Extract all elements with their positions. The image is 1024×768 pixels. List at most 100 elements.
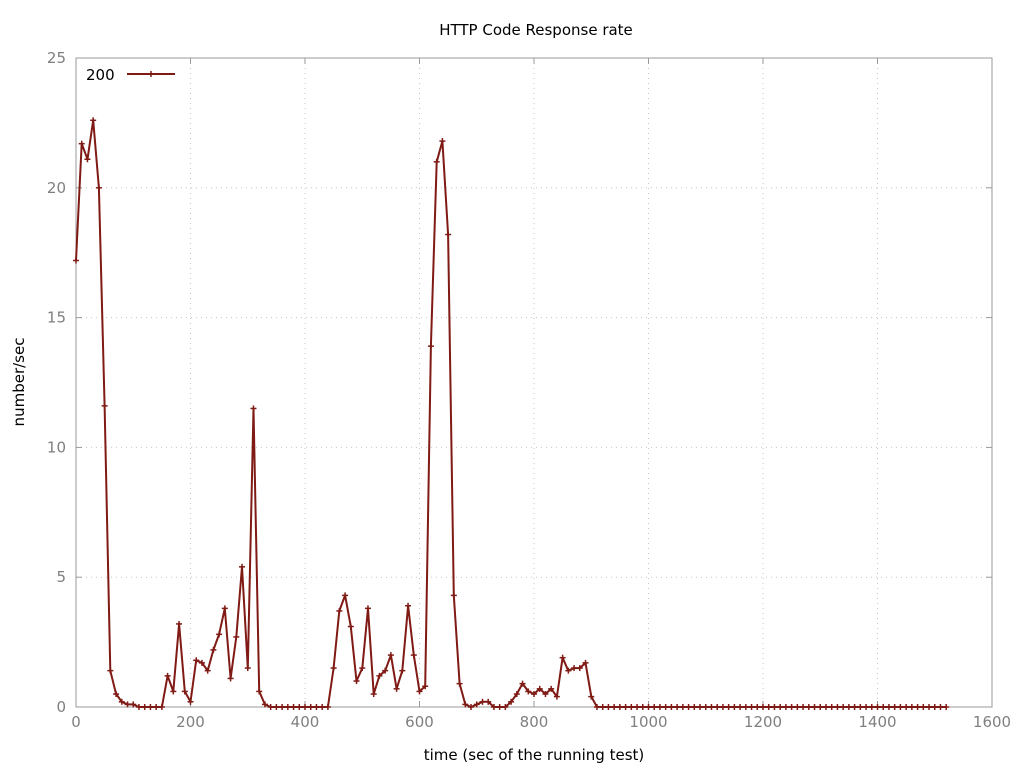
x-tick-label: 1000	[629, 713, 667, 731]
data-point	[634, 704, 641, 710]
data-point	[656, 704, 663, 710]
data-point	[198, 659, 205, 666]
data-point	[674, 704, 681, 710]
y-tick-label: 10	[47, 438, 66, 456]
data-point	[456, 680, 463, 687]
data-point	[868, 704, 875, 710]
data-point	[176, 620, 183, 627]
data-point	[748, 704, 755, 710]
data-point	[113, 691, 120, 698]
data-point	[118, 698, 125, 705]
data-point	[605, 704, 612, 710]
data-point	[805, 704, 812, 710]
data-point	[347, 623, 354, 630]
data-point	[542, 691, 549, 698]
data-point	[324, 704, 331, 710]
data-point	[908, 704, 915, 710]
data-point	[307, 704, 314, 710]
data-point	[439, 138, 446, 145]
data-point	[536, 685, 543, 692]
data-point	[531, 691, 537, 698]
data-point	[845, 704, 852, 710]
data-point	[468, 704, 475, 710]
data-point	[193, 657, 200, 664]
data-point	[141, 704, 148, 710]
data-point	[725, 704, 732, 710]
data-point	[267, 704, 274, 710]
data-point	[576, 665, 583, 672]
data-point	[84, 156, 91, 163]
data-point	[553, 693, 560, 700]
data-point	[811, 704, 818, 710]
data-point	[479, 698, 486, 705]
data-point	[714, 704, 721, 710]
data-point	[387, 652, 394, 659]
data-point	[737, 704, 744, 710]
data-point	[290, 704, 297, 710]
data-point	[359, 665, 366, 672]
data-point	[931, 704, 938, 710]
data-point	[433, 158, 440, 165]
data-point	[754, 704, 761, 710]
data-point	[445, 231, 452, 238]
data-point	[313, 704, 320, 710]
data-point	[164, 672, 171, 679]
data-point	[78, 140, 85, 147]
data-point	[73, 257, 79, 264]
data-point	[588, 693, 595, 700]
data-point	[662, 704, 669, 710]
y-tick-label: 5	[56, 568, 66, 586]
data-point	[548, 685, 555, 692]
axis-ticks: 0 200 400 600 800 1000 1200 1400 1600 0 5 10 15 20 25	[47, 49, 1011, 731]
data-point	[874, 704, 881, 710]
data-point	[153, 704, 160, 710]
data-point	[651, 704, 658, 710]
data-point	[462, 701, 469, 708]
data-point	[863, 704, 870, 710]
data-point	[427, 343, 434, 350]
data-point	[187, 698, 194, 705]
data-point	[777, 704, 784, 710]
y-tick-label: 25	[47, 49, 66, 67]
data-point	[719, 704, 726, 710]
data-point	[599, 704, 606, 710]
data-point	[697, 704, 704, 710]
data-point	[508, 698, 515, 705]
data-point	[639, 704, 646, 710]
legend-label-200: 200	[86, 66, 115, 84]
x-tick-label: 1400	[858, 713, 896, 731]
data-point	[645, 704, 652, 710]
data-point	[330, 665, 337, 672]
data-point	[891, 704, 898, 710]
data-point	[800, 704, 807, 710]
data-point	[405, 602, 412, 609]
data-point	[181, 688, 188, 695]
data-point	[593, 704, 600, 710]
x-axis-label: time (sec of the running test)	[424, 746, 645, 764]
y-tick-label: 20	[47, 179, 66, 197]
data-point	[244, 665, 251, 672]
data-point	[422, 683, 429, 690]
x-tick-label: 1600	[973, 713, 1011, 731]
data-point	[233, 633, 240, 640]
data-point	[353, 678, 360, 685]
data-point	[107, 667, 114, 674]
data-point	[679, 704, 686, 710]
data-point	[903, 704, 910, 710]
data-point	[416, 688, 423, 695]
data-point	[256, 688, 263, 695]
y-tick-label: 0	[56, 698, 66, 716]
data-point	[336, 607, 343, 614]
data-point	[926, 704, 933, 710]
data-point	[685, 704, 692, 710]
data-point	[611, 704, 618, 710]
data-point	[622, 704, 629, 710]
data-point	[513, 691, 520, 698]
plot-frame	[75, 57, 993, 708]
data-point	[393, 685, 400, 692]
data-point	[840, 704, 847, 710]
data-point	[559, 654, 566, 661]
data-point	[885, 704, 892, 710]
data-point	[502, 704, 509, 710]
